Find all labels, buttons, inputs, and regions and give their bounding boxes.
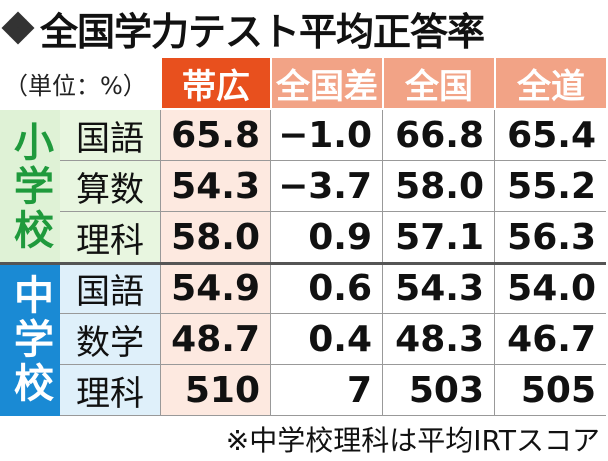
- value-cell: 57.1: [382, 212, 494, 263]
- value-cell: 505: [494, 365, 606, 416]
- group-label: 中学校: [0, 263, 60, 416]
- value-cell: 46.7: [494, 314, 606, 365]
- value-cell: −1.0: [270, 110, 382, 161]
- title: 全国学力テスト平均正答率: [40, 9, 485, 54]
- value-cell: 65.4: [494, 110, 606, 161]
- subject-label: 国語: [60, 263, 160, 314]
- column-header: 全国差: [270, 58, 382, 108]
- footnote: ※中学校理科は平均IRTスコア: [225, 424, 600, 457]
- unit-label: （単位：%）: [4, 71, 147, 100]
- subject-label: 算数: [60, 161, 160, 212]
- subject-label: 理科: [60, 365, 160, 416]
- value-cell: 54.0: [494, 263, 606, 314]
- value-cell: 503: [382, 365, 494, 416]
- value-cell: 54.3: [382, 263, 494, 314]
- subject-label: 理科: [60, 212, 160, 263]
- value-cell: 510: [160, 365, 270, 416]
- subject-label: 国語: [60, 110, 160, 161]
- value-cell: 54.3: [160, 161, 270, 212]
- value-cell: 0.9: [270, 212, 382, 263]
- column-header: 帯広: [160, 58, 270, 108]
- value-cell: 54.9: [160, 263, 270, 314]
- value-cell: 48.7: [160, 314, 270, 365]
- value-cell: 58.0: [160, 212, 270, 263]
- value-cell: 58.0: [382, 161, 494, 212]
- subject-label: 数学: [60, 314, 160, 365]
- column-header: 全国: [382, 58, 494, 108]
- value-cell: 48.3: [382, 314, 494, 365]
- group-label: 小学校: [0, 110, 60, 263]
- column-header: 全道: [494, 58, 606, 108]
- title-icon: [1, 11, 35, 45]
- value-cell: 55.2: [494, 161, 606, 212]
- value-cell: 65.8: [160, 110, 270, 161]
- value-cell: 66.8: [382, 110, 494, 161]
- group-separator: [0, 262, 606, 265]
- value-cell: 0.4: [270, 314, 382, 365]
- value-cell: 7: [270, 365, 382, 416]
- value-cell: 56.3: [494, 212, 606, 263]
- value-cell: 0.6: [270, 263, 382, 314]
- value-cell: −3.7: [270, 161, 382, 212]
